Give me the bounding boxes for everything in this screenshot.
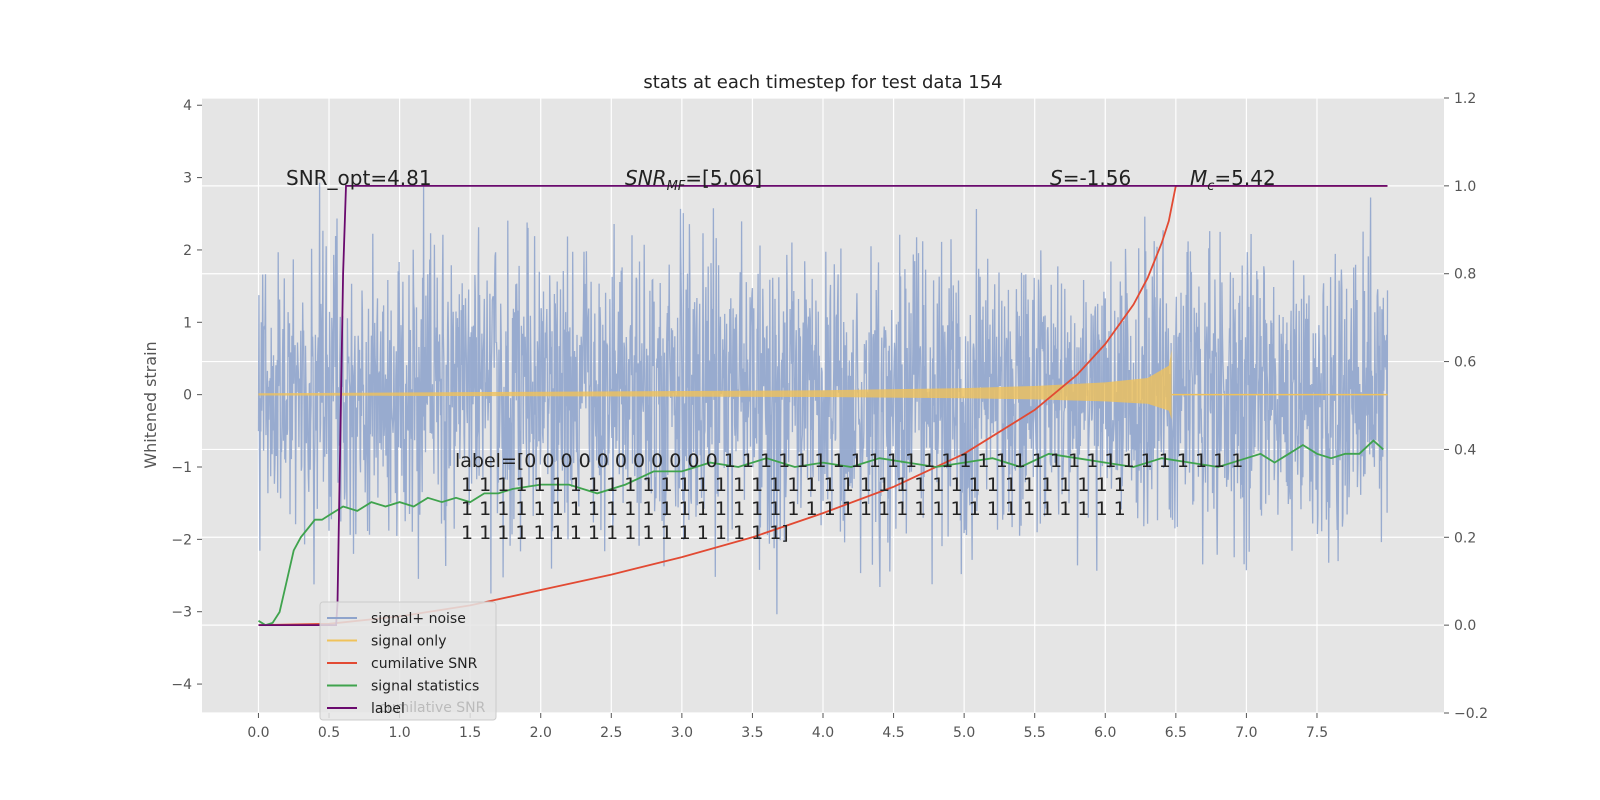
legend-label: cumilative SNR: [371, 656, 478, 672]
x-tick-label: 5.0: [953, 725, 975, 741]
x-tick-label: 6.5: [1165, 725, 1187, 741]
annotations: SNR_opt=4.81 SNRMF=[5.06] S=-1.56 Mc=5.4…: [286, 166, 1276, 194]
y2-tick-label: 0.8: [1454, 267, 1476, 283]
signal-noise-series: [257, 182, 1389, 615]
y-tick-label: 2: [183, 243, 192, 259]
y2-tick-label: −0.2: [1454, 706, 1488, 722]
x-tick-label: 2.5: [600, 725, 622, 741]
s-annotation: S=-1.56: [1050, 166, 1131, 190]
legend-label: label: [371, 701, 405, 717]
x-tick-label: 4.0: [812, 725, 834, 741]
y2-axis-ticks: 1.2 1.0 0.8 0.6 0.4 0.2 0.0 −0.2: [1444, 91, 1488, 722]
chart-title: stats at each timestep for test data 154: [643, 72, 1002, 93]
x-tick-label: 7.0: [1235, 725, 1257, 741]
y-axis-ticks: 4 3 2 1 0 −1 −2 −3 −4: [171, 98, 202, 693]
y2-tick-label: 1.2: [1454, 91, 1476, 107]
y2-tick-label: 0.6: [1454, 355, 1476, 371]
x-tick-label: 4.5: [882, 725, 904, 741]
label-line: label=[0 0 0 0 0 0 0 0 0 0 0 1 1 1 1 1 1…: [455, 450, 1243, 472]
label-line: 1 1 1 1 1 1 1 1 1 1 1 1 1 1 1 1 1 1]: [455, 522, 789, 544]
x-tick-label: 0.5: [318, 725, 340, 741]
label-line: 1 1 1 1 1 1 1 1 1 1 1 1 1 1 1 1 1 1 1 1 …: [455, 474, 1126, 496]
y2-tick-label: 0.4: [1454, 442, 1476, 458]
x-tick-label: 1.0: [388, 725, 410, 741]
y-tick-label: −3: [171, 605, 192, 621]
x-tick-label: 1.5: [459, 725, 481, 741]
y2-tick-label: 0.2: [1454, 530, 1476, 546]
label-array-text: label=[0 0 0 0 0 0 0 0 0 0 0 1 1 1 1 1 1…: [455, 450, 1243, 544]
x-tick-label: 3.0: [671, 725, 693, 741]
y2-tick-label: 0.0: [1454, 618, 1476, 634]
y2-tick-label: 1.0: [1454, 179, 1476, 195]
signal-statistics-series: [258, 439, 1384, 627]
snr-mf-annotation: SNRMF=[5.06]: [625, 166, 762, 194]
x-tick-label: 6.0: [1094, 725, 1116, 741]
legend-hidden-text: cumilative SNR: [379, 700, 486, 716]
legend-label: signal statistics: [371, 679, 479, 695]
legend-label: signal only: [371, 634, 446, 650]
x-tick-label: 5.5: [1024, 725, 1046, 741]
legend-label: signal+ noise: [371, 611, 466, 627]
legend-box: [319, 601, 497, 721]
y-tick-label: 1: [183, 315, 192, 331]
y-tick-label: −4: [171, 677, 192, 693]
x-tick-label: 0.0: [247, 725, 269, 741]
label-line: 1 1 1 1 1 1 1 1 1 1 1 1 1 1 1 1 1 1 1 1 …: [455, 498, 1126, 520]
legend: cumilative SNR signal+ noise signal only c…: [319, 601, 497, 721]
x-tick-label: 7.5: [1306, 725, 1328, 741]
x-axis-ticks: 0.0 0.5 1.0 1.5 2.0 2.5 3.0 3.5 4.0 4.5 5.0 5.5 6.0 6…: [247, 713, 1328, 741]
y-tick-label: 4: [183, 98, 192, 114]
mc-annotation: Mc=5.42: [1190, 166, 1276, 194]
y-tick-label: −1: [171, 460, 192, 476]
y-tick-label: 3: [183, 171, 192, 187]
snr-opt-annotation: SNR_opt=4.81: [286, 166, 432, 190]
x-tick-label: 2.0: [530, 725, 552, 741]
y-tick-label: −2: [171, 532, 192, 548]
y-axis-label: Whitened strain: [141, 341, 160, 468]
y-tick-label: 0: [183, 388, 192, 404]
legend-entries: signal+ noise signal only cumilative SNR si…: [327, 611, 479, 717]
x-tick-label: 3.5: [741, 725, 763, 741]
